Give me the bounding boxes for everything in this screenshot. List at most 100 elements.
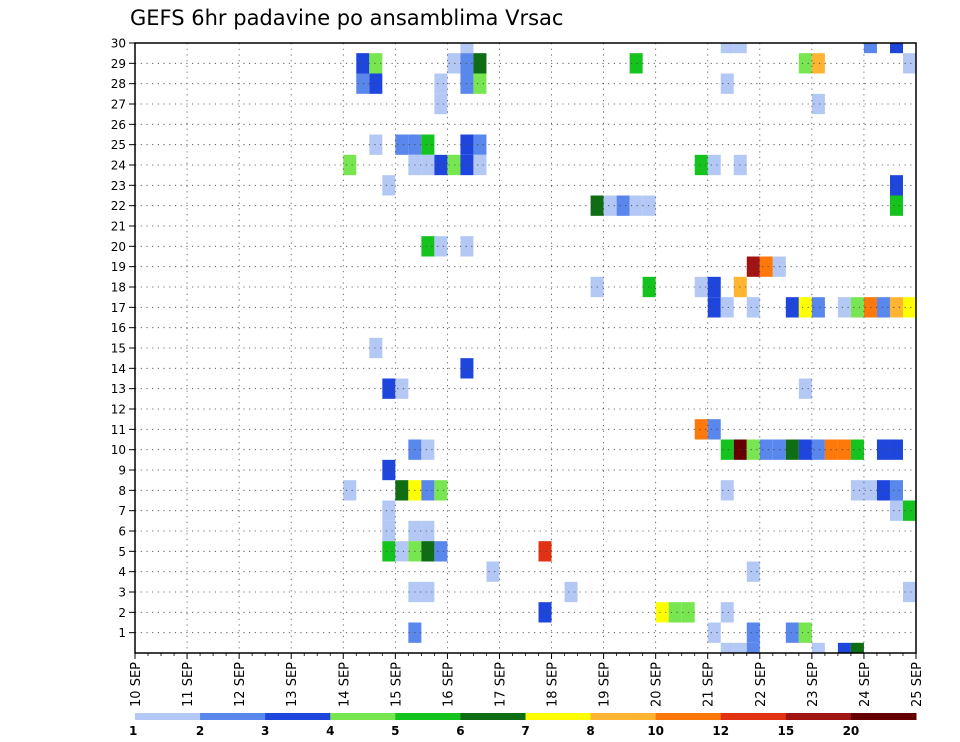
heatmap-cell (798, 297, 812, 318)
heatmap-cell (395, 480, 409, 501)
heatmap-cell (460, 134, 474, 155)
heatmap-cell (785, 622, 799, 643)
legend-swatch (525, 713, 592, 720)
heatmap-cell (694, 276, 708, 298)
heatmap-cell (850, 642, 864, 653)
y-tick-label: 10 (111, 443, 126, 457)
legend-swatch (850, 713, 917, 720)
heatmap-cell (902, 581, 916, 603)
heatmap-cell (460, 53, 474, 74)
legend-label: 7 (521, 724, 529, 738)
heatmap-cell (720, 480, 734, 501)
heatmap-cell (707, 276, 721, 298)
heatmap-cell (889, 439, 903, 460)
legend-label: 20 (843, 724, 860, 738)
legend-swatch (720, 713, 787, 720)
heatmap-cell (811, 53, 825, 74)
heatmap-cell (798, 378, 812, 399)
legend-swatch (200, 713, 266, 720)
heatmap-cell (707, 297, 721, 318)
heatmap-cell (434, 93, 448, 115)
heatmap-cell (694, 154, 708, 176)
heatmap-cell (876, 439, 890, 460)
legend-swatch (135, 713, 201, 720)
y-tick-label: 5 (118, 545, 126, 559)
legend-swatch (330, 713, 396, 720)
heatmap-cell (746, 256, 760, 277)
y-tick-label: 19 (111, 260, 126, 274)
heatmap-cell (564, 581, 578, 603)
heatmap-cell (889, 500, 903, 521)
heatmap-cell (733, 43, 747, 54)
heatmap-cell (538, 602, 552, 623)
heatmap-cell (629, 53, 643, 74)
legend-label: 3 (261, 724, 269, 738)
heatmap-cell (369, 134, 383, 155)
heatmap-cell (876, 480, 890, 501)
legend-swatch (460, 713, 526, 720)
y-tick-label: 6 (118, 525, 126, 539)
heatmap-cell (889, 43, 903, 54)
y-tick-label: 30 (111, 37, 126, 51)
y-tick-label: 1 (118, 626, 126, 640)
heatmap-cell (369, 73, 383, 94)
x-tick-label: 10 SEP (129, 662, 144, 707)
heatmap-cell (720, 43, 734, 54)
y-tick-label: 25 (111, 138, 126, 152)
heatmap-cell (811, 642, 825, 653)
x-tick-label: 24 SEP (858, 662, 873, 707)
heatmap-cell (382, 541, 396, 562)
heatmap-cell (785, 297, 799, 318)
heatmap-cell (720, 297, 734, 318)
y-tick-label: 7 (118, 504, 126, 518)
heatmap-cell (876, 297, 890, 318)
heatmap-cell (720, 642, 734, 653)
heatmap-cell (369, 337, 383, 359)
heatmap-cell (616, 195, 630, 216)
x-tick-label: 17 SEP (493, 662, 508, 707)
heatmap-cell (902, 297, 916, 318)
grid-layer (135, 42, 916, 653)
y-tick-label: 14 (111, 362, 126, 376)
heatmap-cell (356, 73, 370, 94)
legend-label: 12 (712, 724, 729, 738)
heatmap-cell (434, 73, 448, 94)
heatmap-cell (889, 175, 903, 196)
legend-label: 10 (647, 724, 664, 738)
x-tick-label: 11 SEP (181, 662, 196, 707)
y-tick-label: 20 (111, 240, 126, 254)
heatmap-cell (668, 602, 682, 623)
heatmap-cell (746, 561, 760, 582)
y-tick-label: 8 (118, 484, 126, 498)
chart-title: GEFS 6hr padavine po ansamblima Vrsac (130, 6, 564, 30)
heatmap-cell (798, 439, 812, 460)
legend-swatch (590, 713, 657, 720)
heatmap-cell (395, 378, 409, 399)
heatmap-cell (837, 642, 851, 653)
heatmap-cell (707, 419, 721, 440)
heatmap-cell (759, 256, 773, 277)
y-tick-label: 3 (118, 586, 126, 600)
y-tick-label: 17 (111, 301, 126, 315)
heatmap-cell (421, 134, 435, 155)
heatmap-cell (720, 602, 734, 623)
legend-label: 5 (391, 724, 399, 738)
y-tick-label: 29 (111, 57, 126, 71)
heatmap-cell (720, 439, 734, 460)
heatmap-cell (356, 53, 370, 74)
legend-label: 15 (777, 724, 794, 738)
x-tick-label: 21 SEP (702, 662, 717, 707)
heatmap-cell (382, 520, 396, 542)
x-tick-label: 20 SEP (650, 662, 665, 707)
heatmap-cell (382, 459, 396, 481)
heatmap-cell (421, 236, 435, 257)
x-tick-label: 19 SEP (598, 662, 613, 707)
heatmap-cell (343, 480, 357, 501)
y-tick-label: 13 (111, 382, 126, 396)
heatmap-cell (434, 480, 448, 501)
heatmap-cell (837, 297, 851, 318)
heatmap-cell (460, 43, 474, 54)
x-tick-label: 13 SEP (285, 662, 300, 707)
heatmap-cell (473, 53, 487, 74)
